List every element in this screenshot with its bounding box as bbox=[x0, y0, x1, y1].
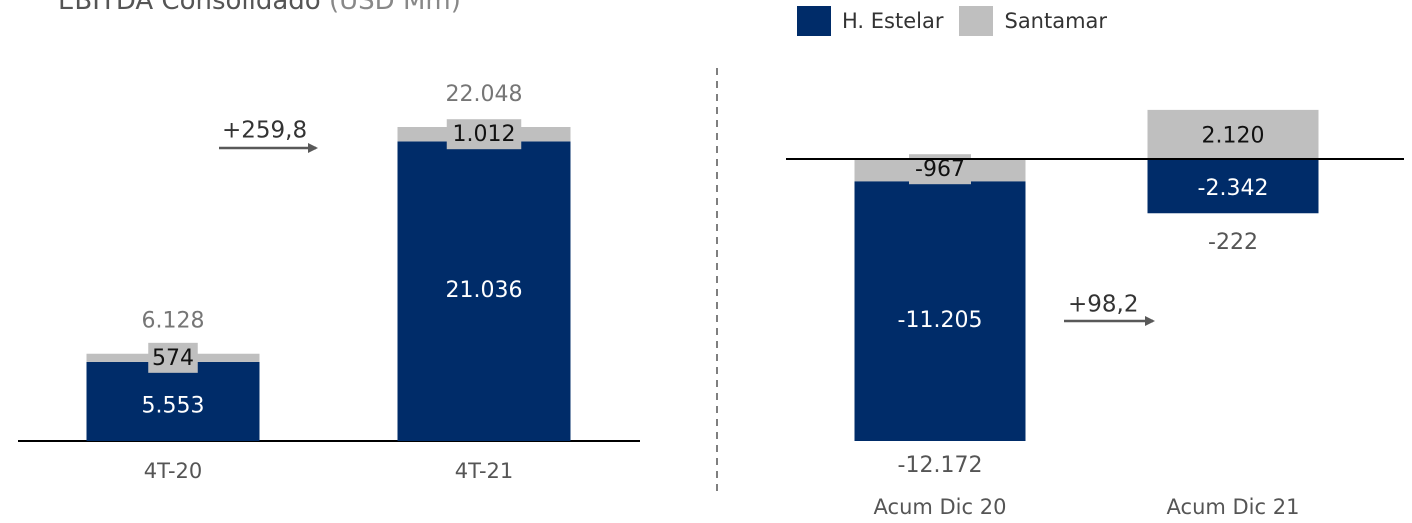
legend-label-estelar: H. Estelar bbox=[842, 9, 944, 33]
acc-total-label-1: -222 bbox=[1208, 230, 1258, 255]
total-label-0: 6.128 bbox=[142, 309, 205, 334]
santamar-value-label-0-box bbox=[148, 342, 198, 373]
estelar-acc-value-label-0: -11.205 bbox=[898, 308, 983, 333]
bar-santamar-acc-1 bbox=[1147, 109, 1319, 159]
legend-item-santamar: Santamar bbox=[959, 6, 1107, 36]
santamar-acc-value-label-1: 2.120 bbox=[1202, 123, 1265, 148]
legend-label-santamar: Santamar bbox=[1004, 9, 1108, 33]
santamar-value-label-1-box bbox=[446, 119, 522, 150]
santamar-value-label-1: 1.012 bbox=[453, 122, 516, 147]
estelar-value-label-1: 21.036 bbox=[446, 278, 523, 303]
acc-category-label-0: Acum Dic 20 bbox=[874, 495, 1007, 519]
left-growth-label: +259,8 bbox=[222, 118, 307, 144]
estelar-acc-value-label-1: -2.342 bbox=[1198, 176, 1269, 201]
legend: H. Estelar Santamar bbox=[797, 6, 1123, 36]
acc-category-label-1: Acum Dic 21 bbox=[1167, 495, 1300, 519]
category-label-0: 4T-20 bbox=[144, 459, 203, 483]
acc-total-label-0: -12.172 bbox=[898, 453, 983, 478]
title-main: EBITDA Consolidado bbox=[58, 0, 321, 16]
bar-estelar-0 bbox=[86, 361, 260, 441]
total-label-1: 22.048 bbox=[446, 82, 523, 107]
bar-estelar-1 bbox=[397, 141, 571, 442]
legend-item-estelar: H. Estelar bbox=[797, 6, 943, 36]
legend-swatch-santamar bbox=[959, 6, 994, 36]
title-unit: (USD Mm) bbox=[320, 0, 461, 16]
category-label-1: 4T-21 bbox=[455, 459, 514, 483]
santamar-value-label-0: 574 bbox=[152, 346, 194, 371]
santamar-acc-value-label-0: -967 bbox=[915, 157, 965, 182]
bar-estelar-acc-1 bbox=[1147, 159, 1319, 214]
estelar-value-label-0: 5.553 bbox=[142, 393, 205, 418]
legend-swatch-estelar bbox=[797, 6, 831, 36]
chart-title: EBITDA Consolidado (USD Mm) bbox=[58, 0, 461, 16]
bar-estelar-acc-0 bbox=[854, 181, 1026, 441]
right-growth-label: +98,2 bbox=[1068, 292, 1138, 318]
